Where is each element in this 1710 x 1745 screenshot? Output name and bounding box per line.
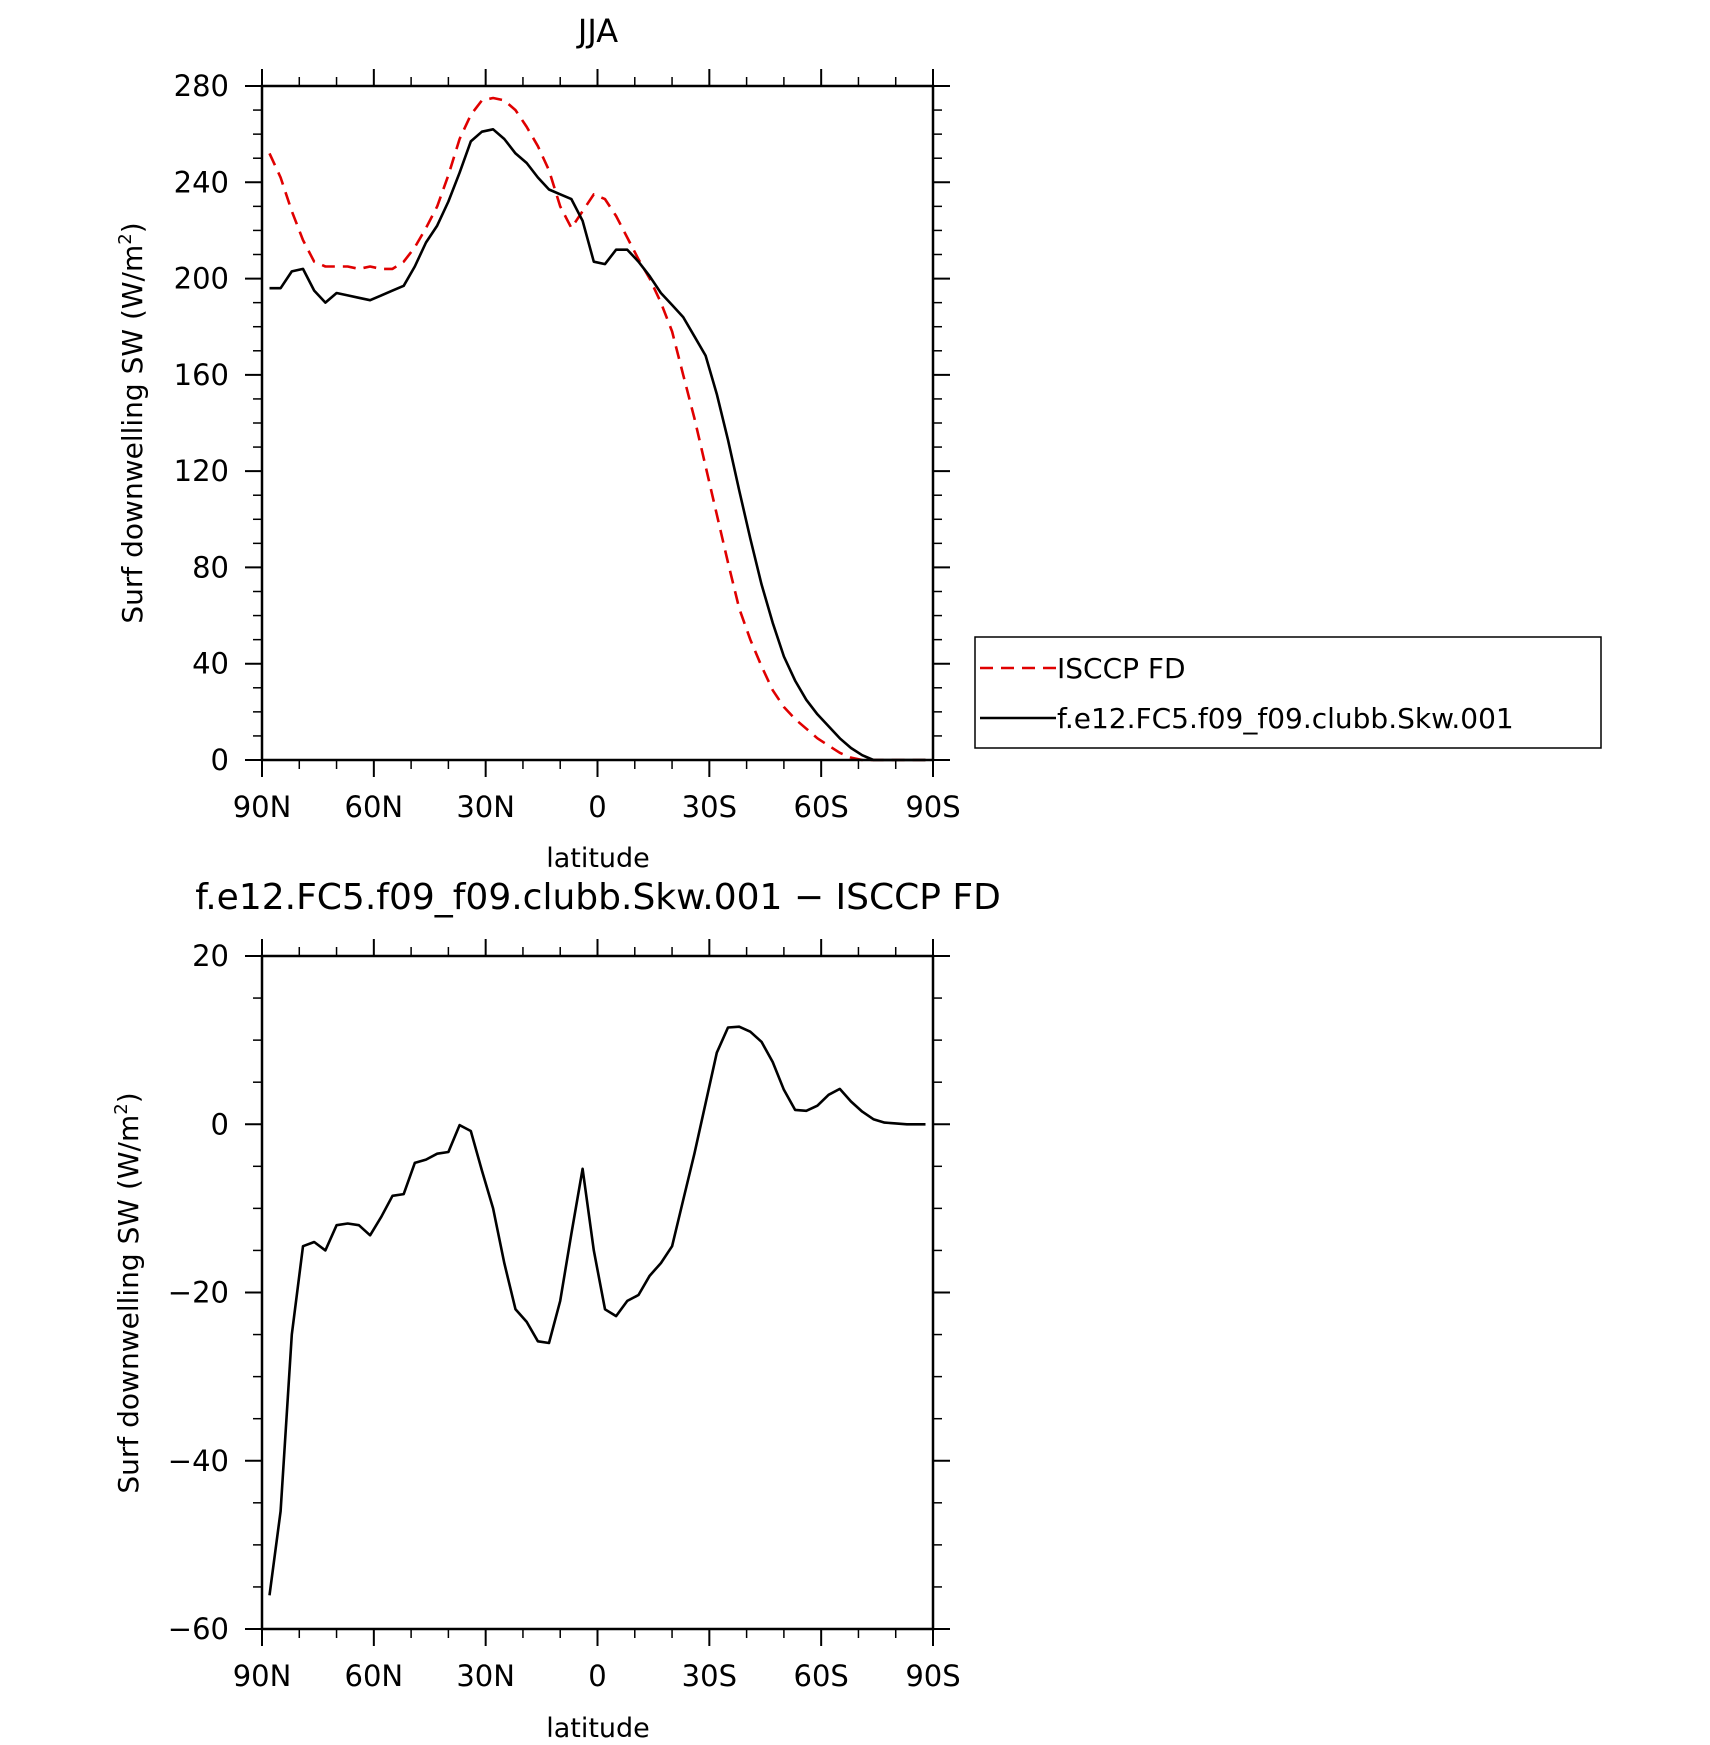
bottom-x-tick-label: 0 (588, 1659, 606, 1693)
legend-label-isccp: ISCCP FD (1057, 652, 1186, 685)
top-tick-labels: 90N 60N 30N 0 30S 60S 90S 0 40 80 120 160 200 240 280 (174, 69, 961, 824)
top-y-tick-label: 240 (174, 165, 229, 199)
bottom-x-tick-label: 30S (682, 1659, 737, 1693)
top-chart-title: JJA (576, 12, 618, 50)
legend: ISCCP FD f.e12.FC5.f09_f09.clubb.Skw.001 (974, 636, 1602, 749)
bottom-y-tick-label: −20 (168, 1276, 229, 1310)
legend-label-model: f.e12.FC5.f09_f09.clubb.Skw.001 (1057, 702, 1514, 735)
bottom-y-tick-label: −60 (168, 1612, 229, 1646)
top-y-tick-label: 40 (192, 647, 229, 681)
top-x-tick-label: 90S (905, 790, 960, 824)
bottom-y-tick-label: 0 (211, 1107, 229, 1141)
bottom-plot-lines (268, 1025, 926, 1596)
top-x-tick-label: 90N (233, 790, 292, 824)
top-x-axis-label: latitude (546, 843, 650, 874)
bottom-plot-frame (260, 954, 935, 1631)
bottom-x-tick-label: 90S (905, 1659, 960, 1693)
bottom-series-line-0 (268, 1025, 926, 1596)
bottom-y-axis-label-main: Surf downwelling SW (W/m (112, 1115, 145, 1494)
top-panel: JJA 90N 60N 30N 0 30S 60S 90S 0 40 80 120 160 200 240… (115, 12, 1602, 874)
top-y-axis-label-close: ) (116, 222, 149, 233)
top-plot-frame (260, 84, 935, 762)
bottom-tick-labels: 90N 60N 30N 0 30S 60S 90S −60 −40 −20 0 20 (168, 939, 961, 1693)
top-y-tick-label: 160 (174, 358, 229, 392)
top-y-tick-label: 0 (211, 743, 229, 777)
bottom-x-tick-label: 90N (233, 1659, 292, 1693)
bottom-panel: f.e12.FC5.f09_f09.clubb.Skw.001 − ISCCP … (111, 877, 1001, 1744)
top-x-tick-label: 60N (345, 790, 404, 824)
bottom-axis-ticks (245, 939, 950, 1646)
top-y-tick-label: 120 (174, 454, 229, 488)
bottom-x-tick-label: 60N (345, 1659, 404, 1693)
bottom-y-axis-label: Surf downwelling SW (W/m2) (111, 1092, 145, 1493)
top-axis-ticks (245, 69, 950, 777)
top-y-axis-label-main: Surf downwelling SW (W/m (116, 245, 149, 624)
bottom-y-axis-label-close: ) (112, 1092, 145, 1103)
bottom-x-tick-label: 30N (456, 1659, 515, 1693)
top-x-tick-label: 60S (794, 790, 849, 824)
top-y-axis-label-sup: 2 (115, 233, 136, 244)
top-x-tick-label: 30N (456, 790, 515, 824)
bottom-chart-title: f.e12.FC5.f09_f09.clubb.Skw.001 − ISCCP … (195, 877, 1001, 918)
bottom-y-tick-label: 20 (192, 939, 229, 973)
top-y-axis-label: Surf downwelling SW (W/m2) (115, 222, 149, 623)
bottom-x-tick-label: 60S (794, 1659, 849, 1693)
top-x-tick-label: 30S (682, 790, 737, 824)
bottom-y-axis-label-sup: 2 (111, 1103, 132, 1114)
bottom-x-axis-label: latitude (546, 1713, 650, 1744)
top-y-tick-label: 200 (174, 262, 229, 296)
legend-box (974, 636, 1602, 749)
top-series-line-0 (268, 96, 926, 762)
top-x-tick-label: 0 (588, 790, 606, 824)
bottom-y-tick-label: −40 (168, 1444, 229, 1478)
top-plot-lines (268, 96, 926, 762)
top-y-tick-label: 280 (174, 69, 229, 103)
top-y-tick-label: 80 (192, 550, 229, 584)
top-series-line-1 (269, 128, 926, 762)
